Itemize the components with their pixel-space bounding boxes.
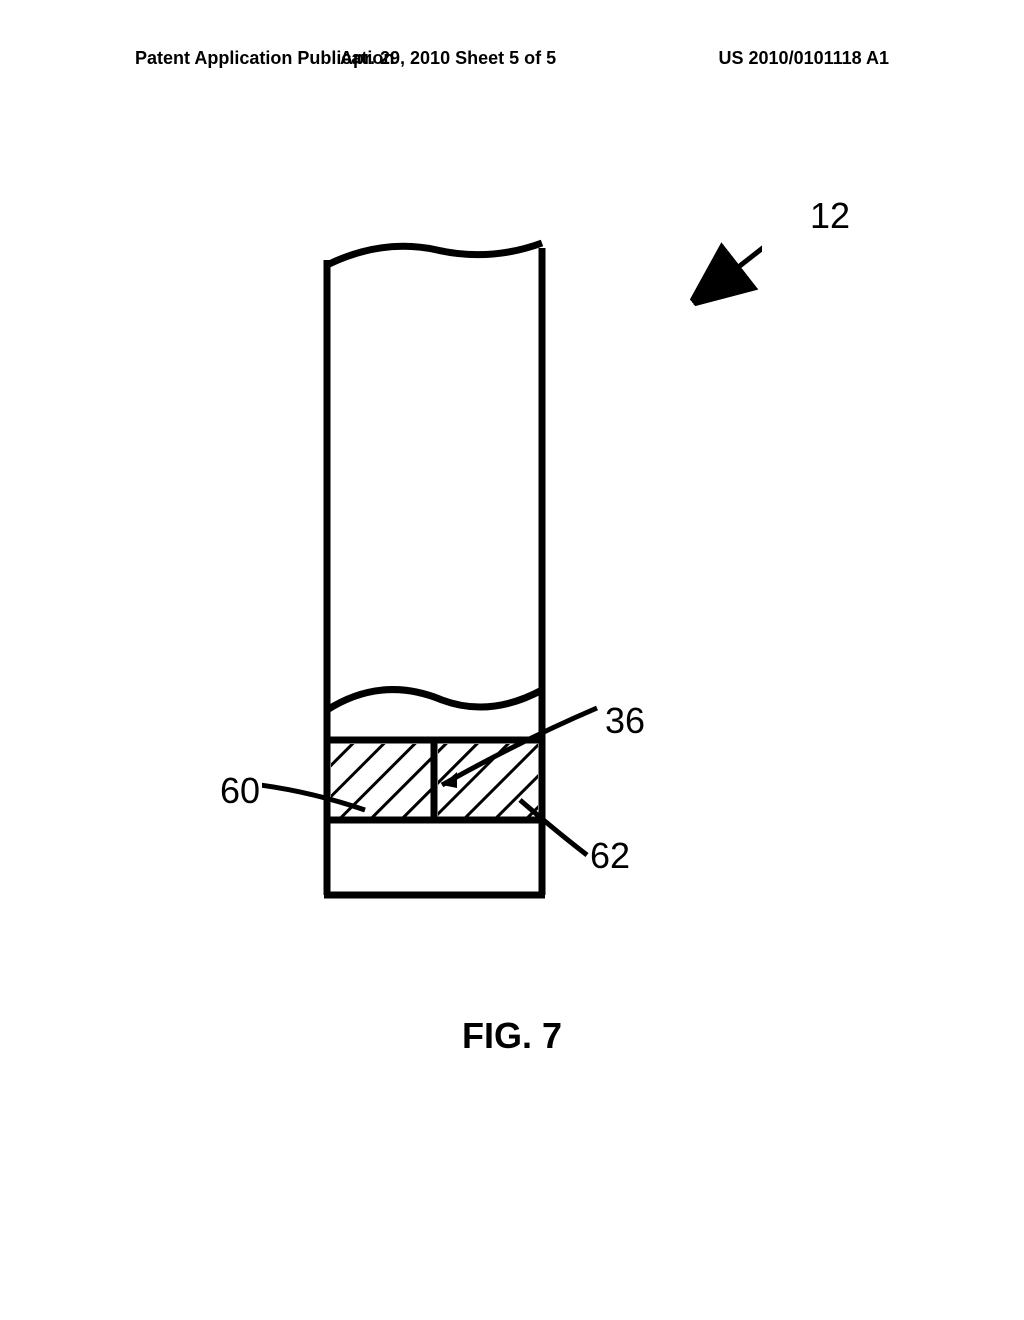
header-patent-number: US 2010/0101118 A1 [719, 48, 889, 69]
top-break-wave [327, 243, 542, 265]
callout-36: 36 [605, 700, 645, 742]
leader-62 [520, 800, 587, 855]
patent-header: Patent Application Publication Apr. 29, … [0, 48, 1024, 69]
callout-12: 12 [810, 195, 850, 237]
leader-12 [732, 215, 762, 272]
header-date-sheet: Apr. 29, 2010 Sheet 5 of 5 [340, 48, 556, 69]
figure-7-diagram [262, 210, 762, 930]
callout-62: 62 [590, 835, 630, 877]
callout-60: 60 [220, 770, 260, 812]
fluid-wave [327, 690, 542, 710]
figure-label: FIG. 7 [0, 1015, 1024, 1057]
diagram-svg [262, 210, 762, 930]
